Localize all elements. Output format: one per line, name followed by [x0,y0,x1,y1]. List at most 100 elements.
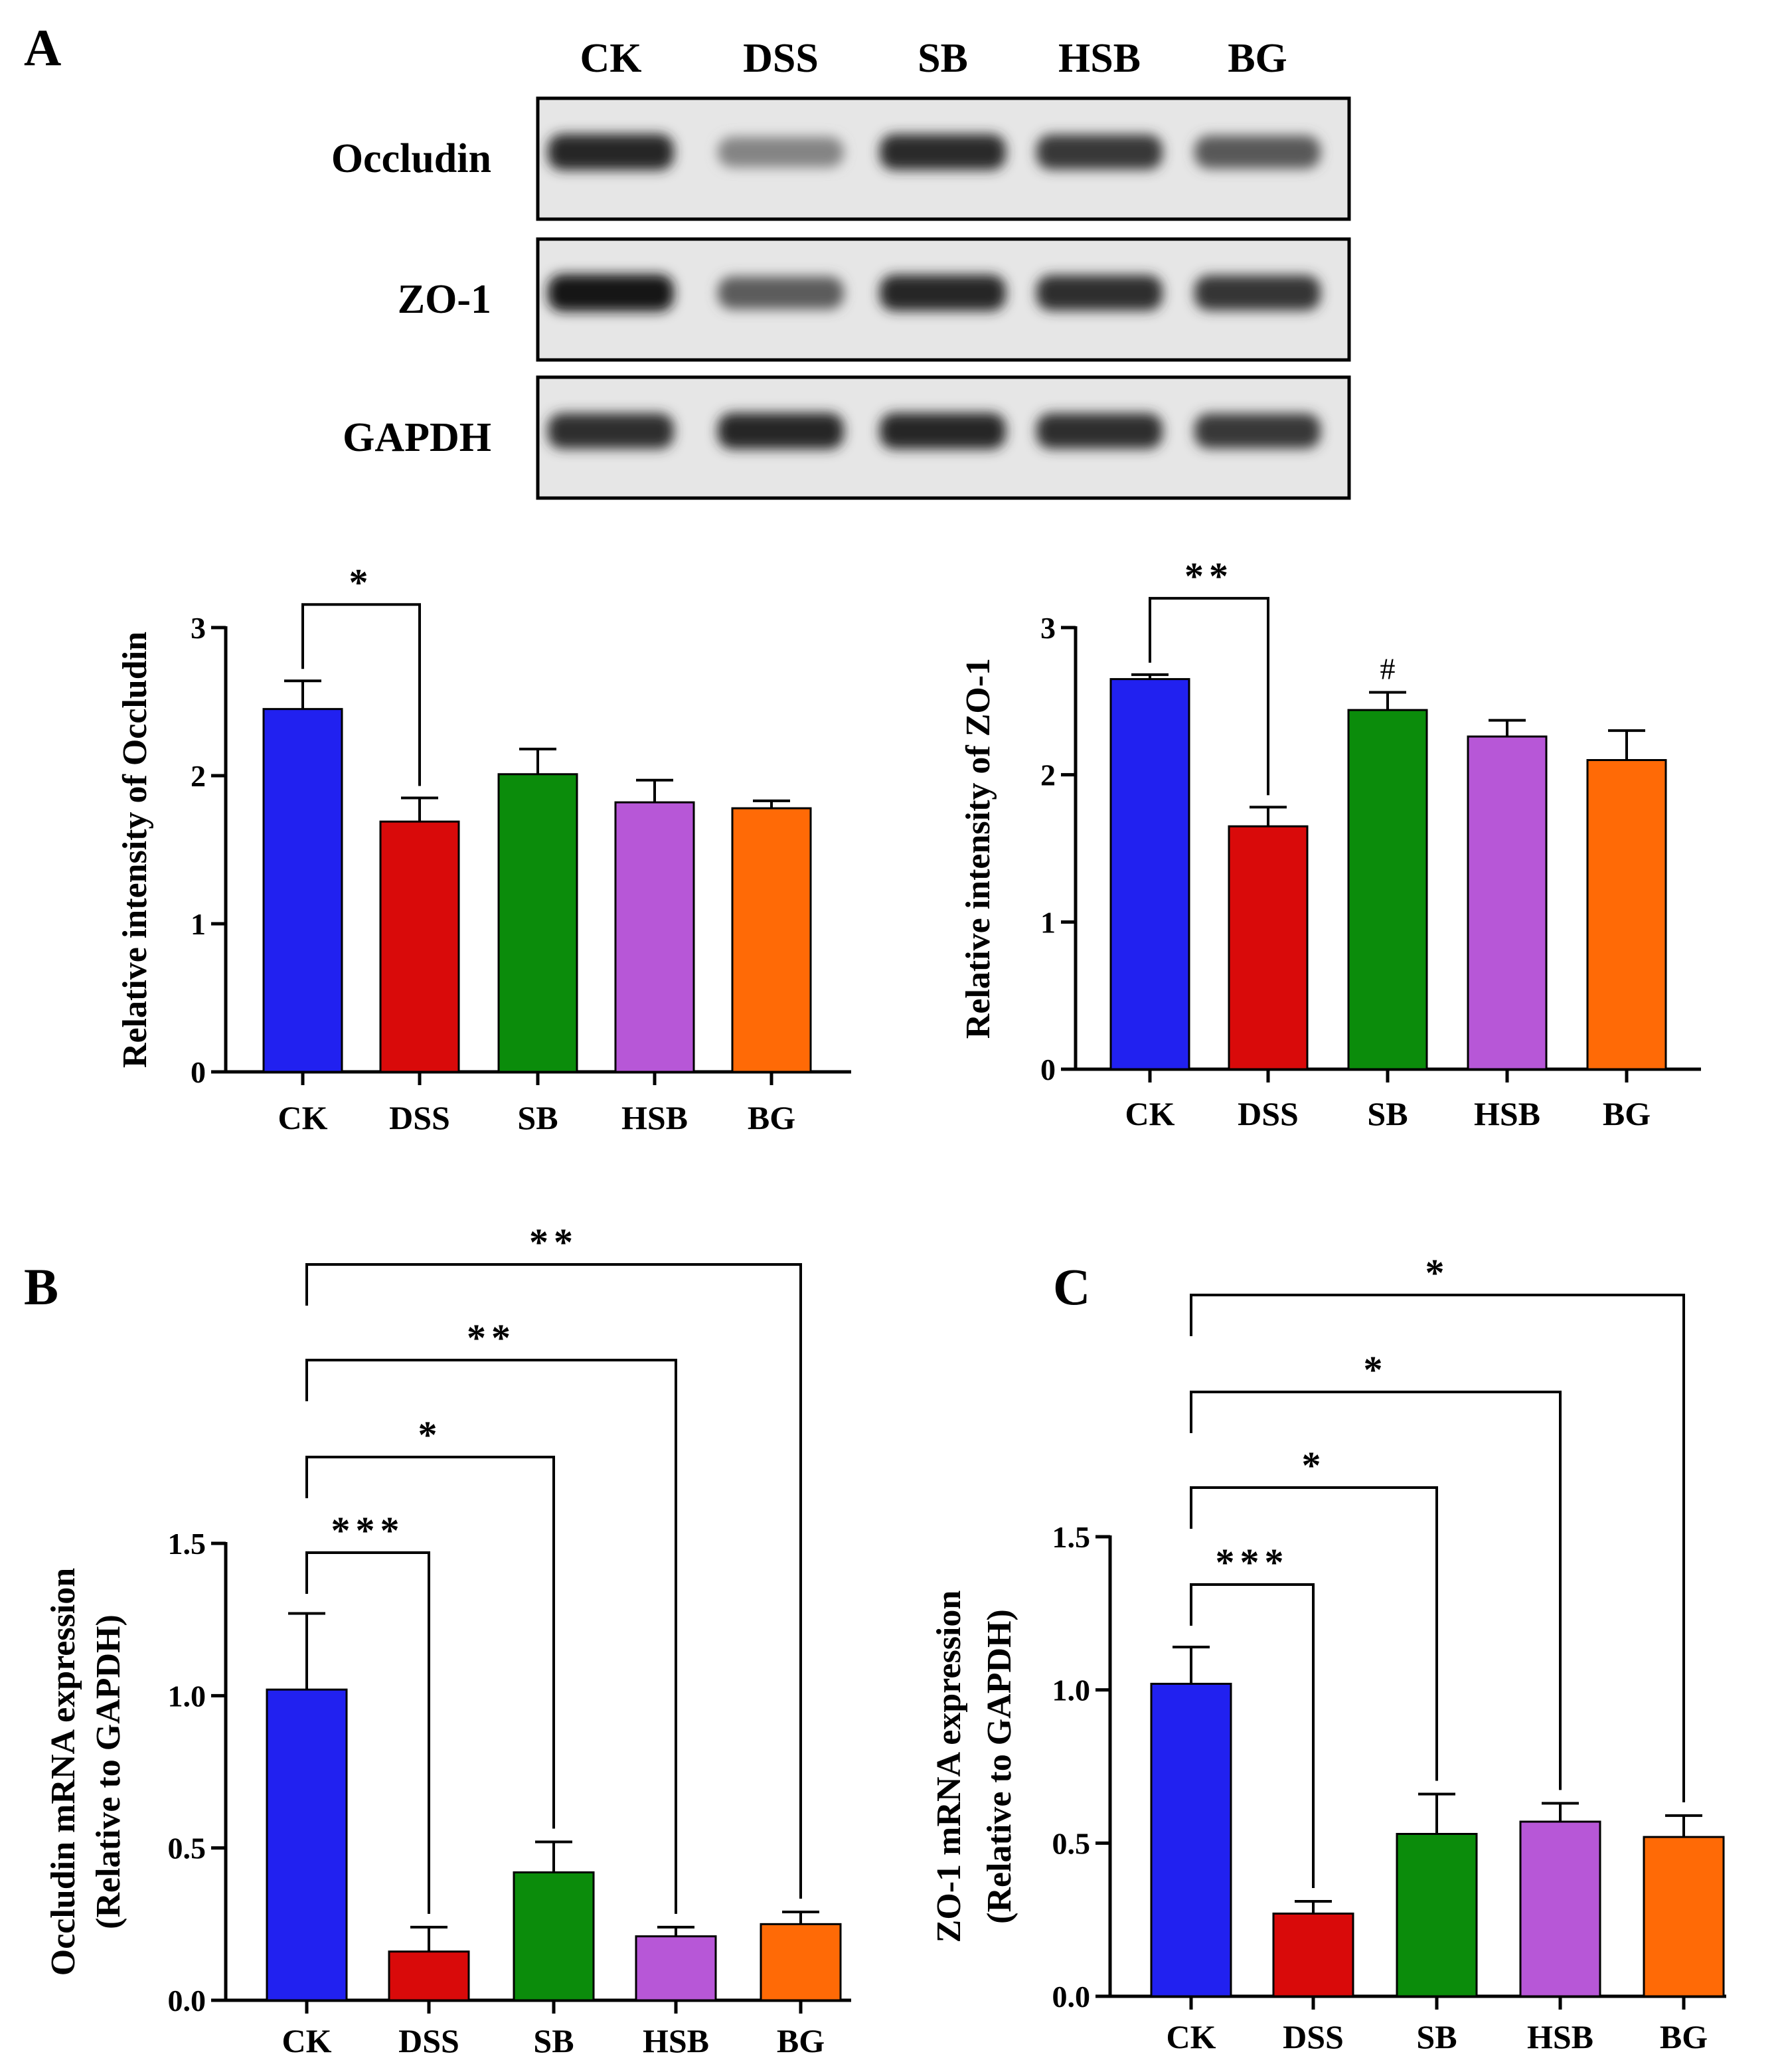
y-tick-label: 1.5 [168,1527,206,1561]
x-tick-label-bg: BG [777,2022,825,2059]
bar-sb [497,773,578,1073]
band-zo-1-bg [1194,275,1321,311]
bar-dss [1228,825,1309,1071]
significance-label: * [349,561,374,604]
significance-label: * [1425,1251,1450,1294]
y-tick-label: 0 [1040,1053,1056,1086]
significance-bracket [305,1551,430,1914]
significance-bracket [305,1359,677,1914]
band-occludin-hsb [1036,134,1163,170]
y-axis-label-secondary: (Relative to GAPDH) [90,1614,127,1929]
band-zo-1-ck [548,274,674,311]
bar-ck [266,1688,348,2002]
y-tick-label: 0.0 [168,1984,206,2018]
bar-bg [760,1923,842,2002]
x-tick-label-sb: SB [517,1099,558,1136]
significance-label: * [418,1413,443,1456]
bar-ck [1150,1682,1232,1998]
significance-bracket [305,1456,555,1829]
y-tick-label: 0 [191,1055,206,1089]
band-gapdh-sb [880,412,1006,450]
significance-bracket [1190,1486,1438,1781]
band-occludin-sb [880,133,1006,171]
x-tick-label-ck: CK [1125,1095,1175,1132]
x-tick-label-dss: DSS [389,1099,450,1136]
bar-hsb [614,801,695,1073]
chart-2: 0 1 2 3 CK DSS SB HSB BG Relative intensity of ZO… [959,555,1701,1132]
x-tick-label-ck: CK [1167,2018,1216,2055]
chart-1: 0 1 2 3 CK DSS SB HSB BG Relative intensity of Oc… [116,561,851,1136]
chart-4: 0.0 0.5 1.0 1.5 CK DSS SB HSB BG ZO-1 mRNA expres… [930,1251,1726,2055]
bar-hsb [635,1935,717,2002]
y-tick-label: 2 [1040,758,1056,792]
y-tick-label: 1.0 [168,1679,206,1713]
band-gapdh-ck [548,413,674,449]
x-tick-label-dss: DSS [398,2022,459,2059]
significance-label: * [1364,1348,1388,1391]
band-occludin-ck [548,133,674,171]
band-gapdh-dss [718,412,844,450]
chart-3: 0.0 0.5 1.0 1.5 CK DSS SB HSB BG Occludin mRNA ex… [44,1221,851,2059]
significance-bracket [1190,1391,1562,1790]
significance-label: * [1302,1444,1327,1487]
marker-label-sb: # [1380,652,1396,686]
panel-label-b: B [24,1258,58,1316]
significance-bracket [1190,1583,1315,1888]
lane-label-bg: BG [1228,36,1287,81]
y-tick-label: 1 [191,907,206,941]
x-tick-label-ck: CK [278,1099,328,1136]
bar-hsb [1467,735,1548,1071]
significance-bracket [301,603,421,786]
x-tick-label-dss: DSS [1283,2018,1344,2055]
bar-hsb [1519,1820,1601,1998]
y-axis-label-secondary: (Relative to GAPDH) [981,1609,1018,1924]
significance-label: *** [331,1509,405,1552]
lane-label-sb: SB [918,36,968,81]
western-blot: CK DSS SB HSB BG Occludin ZO-1 GAPDH [331,36,1351,500]
significance-bracket [305,1263,802,1899]
y-axis-label: Occludin mRNA expression [44,1568,82,1976]
bar-charts: 0 1 2 3 CK DSS SB HSB BG Relative intensity of Oc… [44,555,1726,2059]
y-tick-label: 1.5 [1052,1520,1091,1554]
bar-ck [1109,678,1190,1071]
y-tick-label: 3 [191,611,206,645]
band-gapdh-bg [1194,413,1321,449]
significance-bracket [1190,1294,1685,1802]
band-zo-1-hsb [1036,275,1163,311]
band-occludin-bg [1194,135,1321,169]
bar-sb [1396,1832,1478,1998]
x-tick-label-bg: BG [748,1099,795,1136]
x-tick-label-hsb: HSB [643,2022,709,2059]
y-axis-label: ZO-1 mRNA expression [930,1591,968,1943]
blot-row-label-gapdh: GAPDH [343,415,491,460]
x-tick-label-sb: SB [533,2022,574,2059]
lane-label-ck: CK [580,36,642,81]
x-tick-label-bg: BG [1603,1095,1651,1132]
y-tick-label: 0.5 [168,1832,206,1865]
bar-sb [1347,709,1428,1071]
significance-bracket [1149,596,1269,796]
band-zo-1-sb [880,274,1006,311]
x-tick-label-hsb: HSB [1527,2018,1593,2055]
y-axis-label: Relative intensity of ZO-1 [959,658,997,1039]
x-tick-label-dss: DSS [1238,1095,1299,1132]
significance-label: ** [467,1316,516,1359]
band-zo-1-dss [718,276,844,309]
x-tick-label-bg: BG [1660,2018,1708,2055]
y-tick-label: 1.0 [1052,1674,1091,1707]
panel-label-a: A [24,19,61,76]
bar-dss [1272,1912,1354,1998]
bar-bg [1643,1836,1725,1998]
lane-label-dss: DSS [743,36,819,81]
x-tick-label-sb: SB [1416,2018,1457,2055]
blot-row-label-occludin: Occludin [331,136,491,181]
blot-row-label-zo-1: ZO-1 [398,277,491,322]
bar-bg [1586,759,1667,1071]
y-tick-label: 3 [1040,611,1056,645]
x-tick-label-ck: CK [282,2022,332,2059]
y-tick-label: 0.0 [1052,1980,1091,2014]
x-tick-label-hsb: HSB [1474,1095,1540,1132]
band-gapdh-hsb [1036,413,1163,449]
bar-ck [262,708,343,1073]
